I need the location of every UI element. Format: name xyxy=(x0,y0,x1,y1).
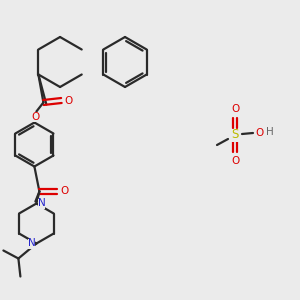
Text: S: S xyxy=(231,128,239,142)
Text: O: O xyxy=(60,187,68,196)
Text: N: N xyxy=(28,238,35,248)
Text: O: O xyxy=(231,156,239,166)
Text: O: O xyxy=(256,128,264,138)
Text: O: O xyxy=(31,112,40,122)
Text: O: O xyxy=(231,104,239,114)
Text: N: N xyxy=(38,199,45,208)
Text: O: O xyxy=(64,95,73,106)
Text: H: H xyxy=(266,127,274,137)
